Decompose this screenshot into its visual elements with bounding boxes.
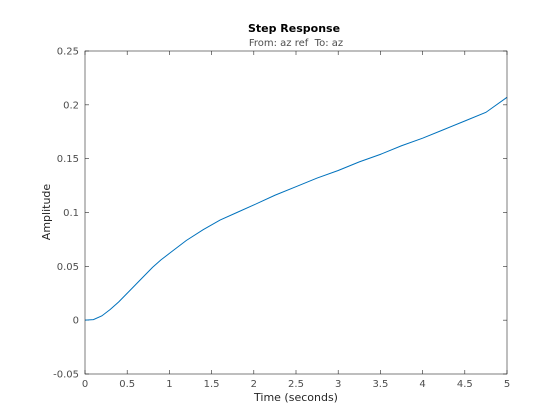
x-tick-label: 0 xyxy=(82,379,88,390)
x-tick-label: 2 xyxy=(251,379,257,390)
y-tick-label: 0.2 xyxy=(63,100,79,111)
x-tick-label: 1.5 xyxy=(204,379,220,390)
x-tick-label: 2.5 xyxy=(288,379,304,390)
x-axis-label: Time (seconds) xyxy=(253,391,338,404)
y-tick-label: 0.1 xyxy=(63,208,79,219)
chart-title: Step Response xyxy=(248,22,340,35)
axes-box xyxy=(84,50,508,375)
x-tick-label: 0.5 xyxy=(119,379,135,390)
chart-subtitle: From: az ref To: az xyxy=(249,38,343,49)
y-tick-label: -0.05 xyxy=(53,370,79,381)
x-tick-label: 4 xyxy=(419,379,425,390)
y-tick-label: 0 xyxy=(73,316,79,327)
x-tick-label: 1 xyxy=(166,379,172,390)
x-tick-label: 3.5 xyxy=(372,379,388,390)
plot-background xyxy=(85,51,507,374)
x-tick-label: 4.5 xyxy=(457,379,473,390)
y-tick-label: 0.25 xyxy=(57,47,79,58)
x-tick-label: 3 xyxy=(335,379,341,390)
y-tick-label: 0.05 xyxy=(57,262,79,273)
y-axis-label: Amplitude xyxy=(40,184,53,241)
y-tick-label: 0.15 xyxy=(57,154,79,165)
series-line xyxy=(84,96,508,321)
x-tick-label: 5 xyxy=(504,379,510,390)
